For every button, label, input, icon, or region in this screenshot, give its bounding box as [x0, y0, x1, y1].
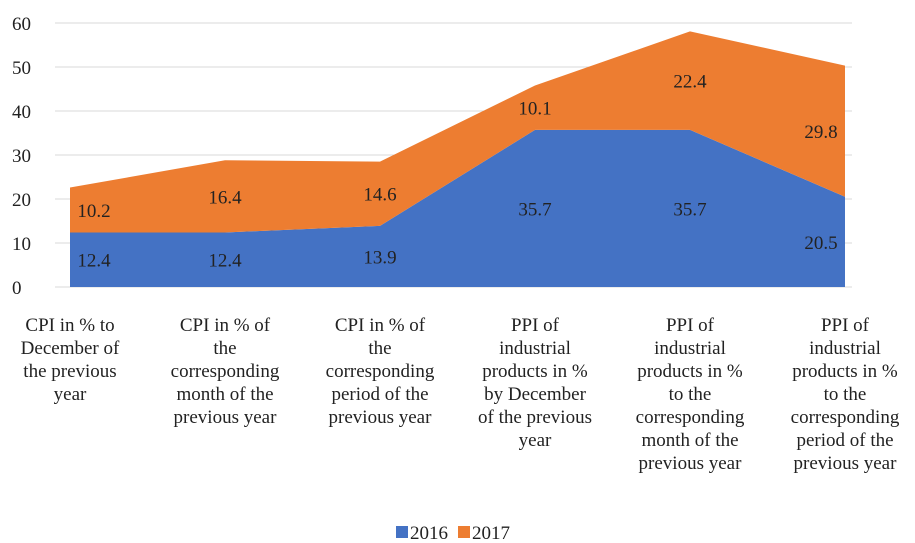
- area: [70, 31, 845, 233]
- data-label: 35.7: [518, 199, 551, 220]
- x-tick-label: CPI in % of the corresponding month of the p…: [171, 315, 280, 428]
- y-tick-label: 60: [12, 14, 31, 35]
- y-tick-label: 30: [12, 146, 31, 167]
- x-tick-label: CPI in % to December of the previous year: [21, 315, 120, 405]
- y-tick-label: 10: [12, 234, 31, 255]
- y-tick-label: 50: [12, 58, 31, 79]
- legend-label: 2016: [410, 523, 448, 543]
- data-label: 14.6: [363, 185, 396, 206]
- data-label: 12.4: [77, 251, 111, 272]
- y-tick-label: 0: [12, 278, 22, 299]
- data-label: 10.1: [518, 99, 551, 120]
- x-tick-label: PPI of industrial products in % to the corre…: [791, 315, 900, 474]
- legend-label: 2017: [472, 523, 510, 543]
- data-label: 22.4: [673, 72, 707, 93]
- data-label: 12.4: [208, 251, 242, 272]
- data-label: 16.4: [208, 187, 242, 208]
- data-label: 13.9: [363, 247, 396, 268]
- area: [70, 129, 845, 287]
- legend-swatch: [458, 526, 470, 538]
- y-tick-label: 40: [12, 102, 31, 123]
- x-tick-label: CPI in % of the corresponding period of the…: [326, 315, 435, 428]
- x-tick-label: PPI of industrial products in % by December…: [478, 315, 592, 451]
- data-label: 35.7: [673, 199, 706, 220]
- data-label: 20.5: [804, 233, 837, 254]
- x-tick-label: PPI of industrial products in % to the corre…: [636, 315, 745, 474]
- legend-swatch: [396, 526, 408, 538]
- y-tick-label: 20: [12, 190, 31, 211]
- data-label: 10.2: [77, 201, 110, 222]
- data-label: 29.8: [804, 122, 837, 143]
